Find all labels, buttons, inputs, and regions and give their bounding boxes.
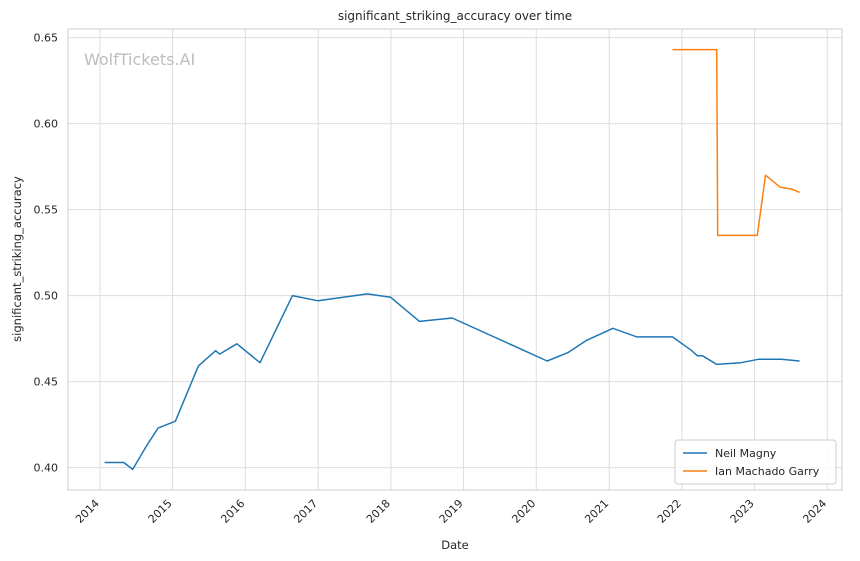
y-tick-label: 0.65 [34,32,59,45]
x-tick-label: 2022 [655,497,684,526]
x-tick-label: 2014 [73,497,102,526]
y-tick-label: 0.55 [34,204,59,217]
legend-box [674,439,837,485]
series-line-ian-machado-garry [672,48,800,237]
grid-lines [68,29,842,490]
x-tick-labels: 2014 2015 2016 2017 2018 2019 2020 2021 2022 2023… [73,497,829,526]
watermark-text: WolfTickets.AI [84,50,195,69]
y-tick-label: 0.50 [34,290,59,303]
x-axis-title: Date [441,538,469,552]
y-tick-label: 0.60 [34,118,59,131]
series-line-neil-magny [104,293,800,471]
x-tick-label: 2018 [364,497,393,526]
x-tick-label: 2020 [509,497,538,526]
x-tick-label: 2017 [291,497,320,526]
x-tick-label: 2023 [728,497,757,526]
x-tick-label: 2021 [582,497,611,526]
legend-label-ian-machado-garry: Ian Machado Garry [715,465,820,478]
chart-title: significant_striking_accuracy over time [338,9,572,23]
legend: Neil Magny Ian Machado Garry [674,439,837,485]
series-layer [104,48,800,471]
plot-area-frame [67,28,843,491]
x-tick-label: 2015 [146,497,175,526]
legend-label-neil-magny: Neil Magny [715,447,777,460]
x-tick-label: 2016 [218,497,247,526]
y-tick-label: 0.40 [34,462,59,475]
y-tick-labels: 0.40 0.45 0.50 0.55 0.60 0.65 [34,32,59,475]
y-axis-title: significant_striking_accuracy [10,176,24,342]
x-tick-label: 2019 [437,497,466,526]
y-tick-label: 0.45 [34,376,59,389]
x-tick-label: 2024 [800,497,829,526]
